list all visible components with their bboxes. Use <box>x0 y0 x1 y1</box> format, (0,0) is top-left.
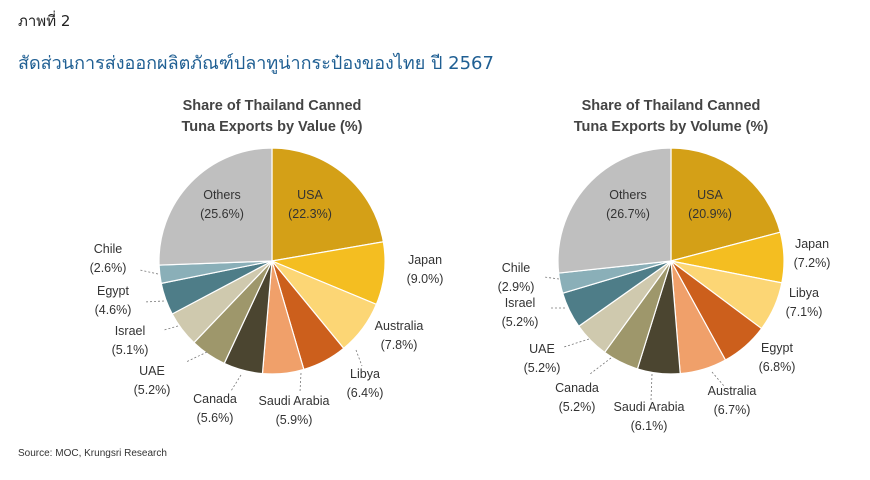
leader-line-value-chile <box>139 269 159 275</box>
data-label-value-israel: Israel (5.1%) <box>112 324 149 357</box>
data-label-volume-saudi-arabia: Saudi Arabia (6.1%) <box>614 400 685 433</box>
pie-chart-volume: Share of Thailand Canned Tuna Exports by … <box>498 98 831 433</box>
leader-line-volume-canada <box>589 357 612 375</box>
data-label-value-chile: Chile (2.6%) <box>90 242 127 275</box>
data-label-volume-usa: USA (20.9%) <box>688 188 732 221</box>
data-label-value-libya: Libya (6.4%) <box>347 367 384 400</box>
chart-title-value-line-1: Share of Thailand Canned <box>183 98 362 114</box>
data-label-volume-israel: Israel (5.2%) <box>502 296 539 329</box>
leader-line-volume-saudi-arabia <box>650 373 653 401</box>
leader-line-value-canada <box>230 374 242 392</box>
data-label-volume-australia: Australia (6.7%) <box>708 384 757 417</box>
data-label-value-australia: Australia (7.8%) <box>375 319 424 352</box>
data-label-value-uae: UAE (5.2%) <box>134 364 171 397</box>
data-label-volume-egypt: Egypt (6.8%) <box>759 341 796 374</box>
leader-line-value-saudi-arabia <box>299 372 302 393</box>
data-label-volume-canada: Canada (5.2%) <box>555 381 599 414</box>
pie-slice-volume-usa <box>670 147 782 262</box>
data-label-value-egypt: Egypt (4.6%) <box>95 284 132 317</box>
pie-slice-value-usa <box>271 147 385 262</box>
pie-slice-volume-others <box>557 147 672 274</box>
data-label-volume-libya: Libya (7.1%) <box>786 286 823 319</box>
leader-line-volume-uae <box>563 338 590 348</box>
data-label-volume-japan: Japan (7.2%) <box>794 237 831 270</box>
leader-line-volume-australia <box>711 371 725 387</box>
chart-title-volume-line-2: Tuna Exports by Volume (%) <box>574 119 769 135</box>
pie-slice-value-others <box>158 147 273 266</box>
leader-line-value-egypt <box>143 300 165 303</box>
leader-line-value-israel <box>163 325 179 331</box>
figure-label: ภาพที่ 2 <box>18 12 71 30</box>
data-label-value-japan: Japan (9.0%) <box>407 253 444 286</box>
pie-chart-value: Share of Thailand Canned Tuna Exports by … <box>90 98 444 427</box>
data-label-value-canada: Canada (5.6%) <box>193 392 237 425</box>
data-label-volume-others: Others (26.7%) <box>606 188 650 221</box>
leader-line-value-libya <box>355 349 363 367</box>
chart-title-volume-line-1: Share of Thailand Canned <box>582 98 761 114</box>
page-title: สัดส่วนการส่งออกผลิตภัณฑ์ปลาทูน่ากระป๋อง… <box>18 53 494 74</box>
data-label-value-saudi-arabia: Saudi Arabia (5.9%) <box>259 394 330 427</box>
data-label-value-usa: USA (22.3%) <box>288 188 332 221</box>
data-label-volume-chile: Chile (2.9%) <box>498 261 535 294</box>
chart-title-value-line-2: Tuna Exports by Value (%) <box>181 119 362 135</box>
data-label-value-others: Others (25.6%) <box>200 188 244 221</box>
leader-line-volume-chile <box>543 276 560 280</box>
source-note: Source: MOC, Krungsri Research <box>18 448 167 459</box>
data-label-volume-uae: UAE (5.2%) <box>524 342 561 375</box>
leader-line-value-uae <box>185 351 208 363</box>
